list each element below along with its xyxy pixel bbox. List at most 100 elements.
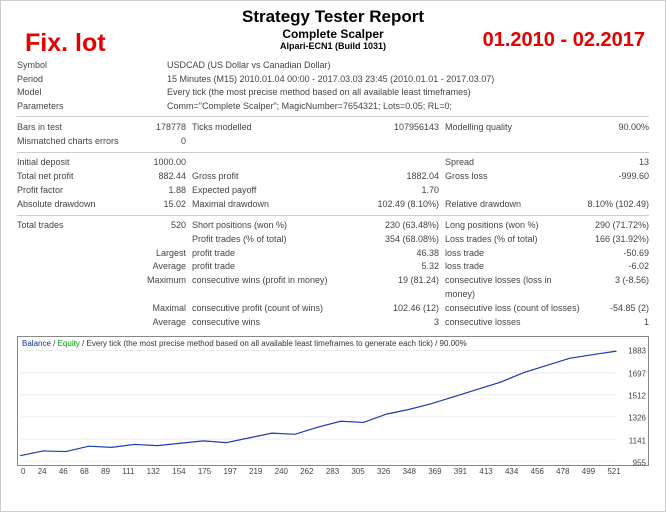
ep-value: 1.70 (357, 184, 445, 198)
overlay-fixlot: Fix. lot (25, 29, 106, 58)
bars-label: Bars in test (17, 121, 137, 135)
balance-chart: Balance / Equity / Every tick (the most … (17, 336, 649, 466)
reldd-label: Relative drawdown (445, 198, 580, 212)
max-cl-value: 3 (-8.56) (580, 274, 649, 302)
divider (17, 215, 649, 216)
params-value: Comm="Complete Scalper"; MagicNumber=765… (167, 100, 649, 114)
max-closs-label: consecutive loss (count of losses) (445, 302, 580, 316)
chart-x-axis: 0244668891111321541751972192402622833053… (17, 466, 649, 476)
sp-label: Short positions (won %) (192, 219, 357, 233)
avg-cw-value: 3 (357, 316, 445, 330)
divider (17, 152, 649, 153)
caption-equity: Equity (58, 339, 80, 348)
pf-value: 1.88 (137, 184, 192, 198)
chart-x-tick: 89 (101, 467, 110, 476)
chart-x-tick: 240 (275, 467, 288, 476)
gp-label: Gross profit (192, 170, 357, 184)
chart-y-tick: 1141 (629, 436, 646, 445)
chart-svg (18, 337, 648, 465)
largest-lt-label: loss trade (445, 247, 580, 261)
report-header: Strategy Tester Report Complete Scalper … (17, 7, 649, 51)
lt-value: 166 (31.92%) (580, 233, 649, 247)
period-label: Period (17, 73, 167, 87)
chart-y-tick: 1697 (628, 369, 646, 378)
caption-rest: / Every tick (the most precise method ba… (80, 339, 467, 348)
chart-y-tick: 1326 (628, 414, 646, 423)
initdep-value: 1000.00 (137, 156, 192, 170)
chart-x-tick: 369 (428, 467, 441, 476)
max-cw-value: 19 (81.24) (357, 274, 445, 302)
chart-x-tick: 219 (249, 467, 262, 476)
params-label: Parameters (17, 100, 167, 114)
report-title: Strategy Tester Report (17, 7, 649, 27)
chart-x-tick: 283 (326, 467, 339, 476)
max-cp-label: consecutive profit (count of wins) (192, 302, 357, 316)
maxdd-value: 102.49 (8.10%) (357, 198, 445, 212)
info-section: SymbolUSDCAD (US Dollar vs Canadian Doll… (17, 59, 649, 113)
period-value: 15 Minutes (M15) 2010.01.04 00:00 - 2017… (167, 73, 649, 87)
lp-value: 290 (71.72%) (580, 219, 649, 233)
chart-x-tick: 0 (21, 467, 25, 476)
chart-x-tick: 154 (172, 467, 185, 476)
pt-value: 354 (68.08%) (357, 233, 445, 247)
chart-x-tick: 132 (147, 467, 160, 476)
largest-label: Largest (137, 247, 192, 261)
avg-cw-label: consecutive wins (192, 316, 357, 330)
mq-label: Modelling quality (445, 121, 580, 135)
max-closs-value: -54.85 (2) (580, 302, 649, 316)
model-value: Every tick (the most precise method base… (167, 86, 649, 100)
gl-label: Gross loss (445, 170, 580, 184)
chart-y-tick: 955 (633, 459, 646, 468)
avg-pt-label: profit trade (192, 260, 357, 274)
chart-y-tick: 1883 (628, 347, 646, 356)
chart-x-tick: 499 (582, 467, 595, 476)
pf-label: Profit factor (17, 184, 137, 198)
chart-x-tick: 262 (300, 467, 313, 476)
avg-cl-label: consecutive losses (445, 316, 580, 330)
chart-x-tick: 434 (505, 467, 518, 476)
mismatch-value: 0 (137, 135, 192, 149)
chart-x-tick: 478 (556, 467, 569, 476)
chart-x-tick: 521 (607, 467, 620, 476)
average-label: Average (137, 260, 192, 274)
mismatch-label: Mismatched charts errors (17, 135, 137, 149)
largest-lt-value: -50.69 (580, 247, 649, 261)
avg-lt-value: -6.02 (580, 260, 649, 274)
absdd-label: Absolute drawdown (17, 198, 137, 212)
divider (17, 116, 649, 117)
symbol-label: Symbol (17, 59, 167, 73)
chart-x-tick: 413 (479, 467, 492, 476)
ep-label: Expected payoff (192, 184, 357, 198)
chart-x-tick: 456 (531, 467, 544, 476)
bars-value: 178778 (137, 121, 192, 135)
ticks-label: Ticks modelled (192, 121, 357, 135)
chart-x-tick: 46 (59, 467, 68, 476)
chart-x-tick: 175 (198, 467, 211, 476)
max-cw-label: consecutive wins (profit in money) (192, 274, 357, 302)
largest-pt-value: 46.38 (357, 247, 445, 261)
tnp-value: 882.44 (137, 170, 192, 184)
chart-x-tick: 68 (80, 467, 89, 476)
chart-x-tick: 197 (223, 467, 236, 476)
overlay-daterange: 01.2010 - 02.2017 (483, 29, 645, 52)
spread-value: 13 (580, 156, 649, 170)
chart-x-tick: 24 (38, 467, 47, 476)
reldd-value: 8.10% (102.49) (580, 198, 649, 212)
ticks-value: 107956143 (357, 121, 445, 135)
chart-caption: Balance / Equity / Every tick (the most … (22, 339, 467, 348)
chart-y-tick: 1512 (628, 391, 646, 400)
avg-cl-value: 1 (580, 316, 649, 330)
chart-x-tick: 305 (351, 467, 364, 476)
pt-label: Profit trades (% of total) (192, 233, 357, 247)
largest-pt-label: profit trade (192, 247, 357, 261)
initdep-label: Initial deposit (17, 156, 137, 170)
absdd-value: 15.02 (137, 198, 192, 212)
chart-x-tick: 348 (403, 467, 416, 476)
model-label: Model (17, 86, 167, 100)
chart-x-tick: 326 (377, 467, 390, 476)
maximum-label: Maximum (137, 274, 192, 302)
lt-label: Loss trades (% of total) (445, 233, 580, 247)
stats-section: Bars in test 178778 Ticks modelled 10795… (17, 121, 649, 330)
gp-value: 1882.04 (357, 170, 445, 184)
chart-x-tick: 391 (454, 467, 467, 476)
